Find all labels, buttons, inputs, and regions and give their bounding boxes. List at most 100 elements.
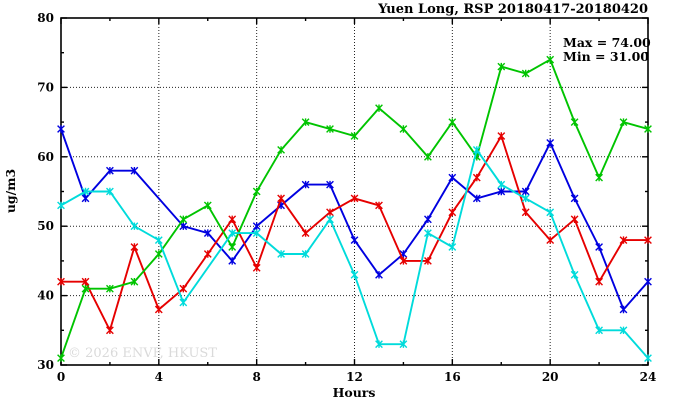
y-tick-label: 40	[37, 289, 54, 303]
data-point-marker	[228, 229, 237, 237]
data-point-marker	[619, 236, 628, 244]
data-point-marker	[350, 194, 359, 203]
data-point-marker	[57, 201, 65, 210]
data-point-marker	[375, 340, 383, 349]
data-point-marker	[448, 208, 457, 217]
data-point-marker	[106, 284, 114, 293]
x-tick-label: 20	[542, 370, 559, 384]
data-point-marker	[252, 229, 261, 237]
data-point-marker	[644, 125, 652, 133]
data-point-marker	[277, 146, 285, 154]
data-point-marker	[203, 201, 212, 210]
data-point-marker	[472, 173, 481, 182]
data-point-marker	[619, 118, 628, 126]
data-point-marker	[301, 250, 310, 258]
data-point-marker	[326, 180, 334, 189]
x-tick-labels: 0 4 8 12 16 20 24	[57, 370, 657, 384]
data-point-marker	[448, 243, 457, 251]
data-point-marker	[546, 208, 555, 217]
data-point-marker	[326, 125, 334, 133]
data-point-marker	[154, 305, 163, 314]
data-point-marker	[326, 215, 334, 224]
data-point-marker	[570, 270, 579, 279]
data-point-marker	[521, 194, 530, 203]
data-point-marker	[570, 118, 579, 126]
data-point-marker	[81, 284, 90, 293]
data-point-marker	[570, 215, 579, 224]
data-point-marker	[252, 187, 261, 196]
data-point-marker	[57, 125, 65, 133]
x-tick-label: 4	[155, 370, 163, 384]
data-point-marker	[350, 270, 359, 279]
series-green-line	[60, 58, 649, 359]
y-tick-label: 30	[37, 358, 54, 372]
data-point-marker	[130, 277, 139, 286]
chart-title: Yuen Long, RSP 20180417-20180420	[377, 2, 648, 17]
data-point-marker	[228, 243, 237, 251]
data-point-marker	[81, 194, 90, 203]
data-point-marker	[277, 250, 285, 258]
data-point-marker	[301, 118, 310, 126]
data-point-marker	[399, 257, 408, 265]
data-point-marker	[497, 132, 506, 140]
x-axis-label: Hours	[333, 385, 376, 400]
data-point-marker	[521, 69, 530, 78]
x-tick-label: 16	[444, 370, 461, 384]
data-point-marker	[472, 146, 481, 154]
data-point-marker	[546, 236, 555, 244]
data-point-marker	[595, 326, 603, 335]
data-point-marker	[57, 277, 65, 286]
x-tick-label: 24	[640, 370, 657, 384]
data-point-marker	[203, 229, 212, 237]
data-point-marker	[130, 243, 139, 251]
x-tick-label: 12	[346, 370, 363, 384]
data-point-marker	[179, 284, 188, 293]
data-point-marker	[130, 222, 139, 231]
data-point-marker	[399, 125, 408, 133]
data-point-marker	[179, 215, 188, 224]
x-tick-label: 8	[252, 370, 260, 384]
data-point-marker	[301, 229, 310, 237]
data-point-marker	[595, 277, 603, 286]
data-point-marker	[203, 250, 212, 258]
gridlines	[61, 18, 648, 365]
y-tick-label: 50	[37, 219, 54, 233]
data-point-marker	[106, 166, 114, 175]
data-point-marker	[644, 354, 652, 362]
data-point-marker	[472, 194, 481, 203]
series-red	[57, 132, 652, 335]
data-point-marker	[81, 187, 90, 196]
data-point-marker	[252, 263, 261, 272]
data-point-marker	[595, 243, 603, 251]
data-point-marker	[424, 229, 432, 237]
data-point-marker	[424, 215, 432, 224]
data-point-marker	[326, 208, 334, 217]
data-point-marker	[106, 326, 114, 335]
data-point-marker	[252, 222, 261, 231]
data-point-marker	[179, 298, 188, 307]
data-point-marker	[497, 62, 506, 71]
min-value-label: Min = 31.00	[563, 49, 649, 64]
max-value-label: Max = 74.00	[563, 35, 651, 50]
data-point-marker	[375, 270, 383, 279]
series-blue	[57, 125, 652, 314]
data-point-marker	[106, 187, 114, 196]
data-point-marker	[399, 340, 408, 349]
data-point-marker	[301, 180, 310, 189]
series-cyan-line	[60, 147, 649, 359]
data-point-marker	[57, 354, 65, 362]
data-point-marker	[521, 187, 530, 196]
data-point-marker	[595, 173, 603, 182]
data-point-marker	[350, 132, 359, 140]
series-cyan	[57, 146, 652, 362]
data-point-marker	[546, 55, 555, 64]
data-point-marker	[644, 277, 652, 286]
data-point-marker	[644, 236, 652, 244]
y-axis-label: ug/m3	[3, 169, 18, 213]
data-series	[57, 55, 652, 362]
watermark: © 2026 ENVF, HKUST	[68, 346, 217, 361]
series-green	[57, 55, 652, 362]
data-point-marker	[619, 305, 628, 314]
